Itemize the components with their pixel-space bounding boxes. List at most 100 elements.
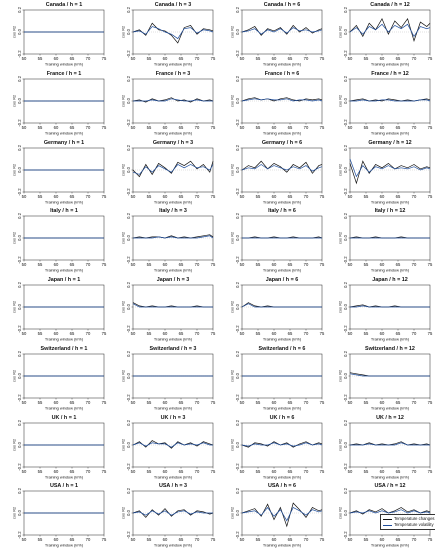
series-line-temperature-changes bbox=[349, 18, 431, 42]
panel-plot-germany-h3: Germany / h = 3 -0.2 0.0 0.2 50 55 60 65 70 75 Tra… bbox=[120, 140, 215, 204]
y-tick-label: -0.2 bbox=[343, 256, 348, 264]
y-tick-label: 0.0 bbox=[235, 166, 240, 172]
y-tick-label: 0.0 bbox=[17, 303, 22, 309]
x-tick-label: 75 bbox=[428, 400, 433, 405]
panel-title: Germany / h = 12 bbox=[369, 140, 412, 146]
y-tick-label: -0.2 bbox=[235, 187, 240, 195]
panel-usa-h12: USA / h = 12 -0.2 0.0 0.2 50 55 60 65 70 75 Traini… bbox=[326, 481, 435, 550]
x-tick-label: 55 bbox=[38, 56, 43, 61]
series-line-temperature-volatility bbox=[132, 303, 213, 308]
y-tick-label: 0.2 bbox=[126, 350, 131, 356]
x-tick-label: 65 bbox=[287, 56, 292, 61]
panel-usa-h6: USA / h = 6 -0.2 0.0 0.2 50 55 60 65 70 75 Trainin… bbox=[218, 481, 327, 550]
series-line-temperature-volatility bbox=[241, 27, 322, 35]
x-tick-label: 60 bbox=[271, 193, 276, 198]
x-tick-label: 75 bbox=[210, 331, 215, 336]
x-tick-label: 55 bbox=[255, 537, 260, 542]
x-tick-label: 70 bbox=[412, 400, 417, 405]
x-axis-label: Training window (in%) bbox=[371, 130, 410, 135]
x-tick-label: 55 bbox=[364, 56, 369, 61]
y-tick-label: 0.2 bbox=[343, 213, 348, 219]
panel-title: Germany / h = 3 bbox=[153, 140, 193, 146]
x-tick-label: 60 bbox=[380, 537, 385, 542]
x-tick-label: 50 bbox=[348, 331, 353, 336]
x-tick-label: 55 bbox=[364, 331, 369, 336]
panel-germany-h1: Germany / h = 1 -0.2 0.0 0.2 50 55 60 65 70 75 Tra… bbox=[0, 138, 109, 207]
y-axis-label: cos R2 bbox=[12, 370, 17, 382]
x-tick-label: 60 bbox=[380, 56, 385, 61]
y-tick-label: 0.2 bbox=[17, 144, 22, 150]
y-tick-label: 0.2 bbox=[235, 6, 240, 12]
y-tick-label: 0.0 bbox=[235, 303, 240, 309]
x-axis-label: Training window (in%) bbox=[45, 405, 84, 410]
x-tick-label: 65 bbox=[178, 331, 183, 336]
panel-plot-canada-h6: Canada / h = 6 -0.2 0.0 0.2 50 55 60 65 70 75 Trai… bbox=[229, 2, 324, 66]
x-axis-label: Training window (in%) bbox=[262, 268, 301, 273]
x-tick-label: 70 bbox=[194, 468, 199, 473]
y-axis-label: cos R2 bbox=[120, 438, 125, 450]
y-tick-label: 0.2 bbox=[17, 281, 22, 287]
series-line-temperature-volatility bbox=[241, 163, 322, 172]
panel-title: UK / h = 12 bbox=[376, 415, 404, 421]
panel-italy-h3: Italy / h = 3 -0.2 0.0 0.2 50 55 60 65 70 75 Train… bbox=[109, 206, 218, 275]
x-tick-label: 75 bbox=[428, 193, 433, 198]
panel-plot-uk-h6: UK / h = 6 -0.2 0.0 0.2 50 55 60 65 70 75 Training… bbox=[229, 415, 324, 479]
x-tick-label: 65 bbox=[70, 331, 75, 336]
panel-plot-usa-h12: USA / h = 12 -0.2 0.0 0.2 50 55 60 65 70 75 Traini… bbox=[338, 483, 433, 547]
x-axis-label: Training window (in%) bbox=[262, 405, 301, 410]
panel-plot-canada-h1: Canada / h = 1 -0.2 0.0 0.2 50 55 60 65 70 75 Trai… bbox=[12, 2, 107, 66]
y-tick-label: 0.0 bbox=[343, 166, 348, 172]
x-tick-label: 75 bbox=[319, 400, 324, 405]
x-tick-label: 60 bbox=[271, 400, 276, 405]
y-tick-label: -0.2 bbox=[17, 393, 22, 401]
x-tick-label: 75 bbox=[210, 537, 215, 542]
panel-plot-germany-h6: Germany / h = 6 -0.2 0.0 0.2 50 55 60 65 70 75 Tra… bbox=[229, 140, 324, 204]
y-tick-label: -0.2 bbox=[343, 325, 348, 333]
x-tick-label: 60 bbox=[162, 400, 167, 405]
x-tick-label: 65 bbox=[70, 400, 75, 405]
x-tick-label: 75 bbox=[102, 537, 107, 542]
y-axis-label: cos R2 bbox=[12, 438, 17, 450]
x-tick-label: 60 bbox=[380, 331, 385, 336]
x-axis-label: Training window (in%) bbox=[154, 130, 193, 135]
x-tick-label: 70 bbox=[303, 193, 308, 198]
panel-title: Germany / h = 6 bbox=[261, 140, 301, 146]
panel-canada-h1: Canada / h = 1 -0.2 0.0 0.2 50 55 60 65 70 75 Trai… bbox=[0, 0, 109, 69]
panel-switzerland-h12: Switzerland / h = 12 -0.2 0.0 0.2 50 55 60 65 70… bbox=[326, 344, 435, 413]
panel-plot-japan-h1: Japan / h = 1 -0.2 0.0 0.2 50 55 60 65 70 75 Train… bbox=[12, 277, 107, 341]
x-tick-label: 50 bbox=[130, 193, 135, 198]
y-tick-label: -0.2 bbox=[17, 462, 22, 470]
y-tick-label: -0.2 bbox=[17, 325, 22, 333]
legend-entry-changes: Temperature changes bbox=[383, 516, 435, 522]
y-tick-label: 0.0 bbox=[17, 235, 22, 241]
x-tick-label: 70 bbox=[194, 331, 199, 336]
x-tick-label: 65 bbox=[70, 56, 75, 61]
x-tick-label: 75 bbox=[210, 468, 215, 473]
y-tick-label: 0.2 bbox=[343, 144, 348, 150]
y-tick-label: 0.2 bbox=[235, 350, 240, 356]
y-tick-label: 0.0 bbox=[126, 303, 131, 309]
x-tick-label: 65 bbox=[70, 262, 75, 267]
x-tick-label: 70 bbox=[86, 262, 91, 267]
panel-title: Switzerland / h = 3 bbox=[149, 346, 196, 352]
y-axis-label: cos R2 bbox=[229, 163, 234, 175]
x-tick-label: 75 bbox=[319, 331, 324, 336]
x-tick-label: 60 bbox=[271, 331, 276, 336]
panel-title: UK / h = 3 bbox=[160, 415, 185, 421]
y-tick-label: 0.0 bbox=[126, 97, 131, 103]
x-tick-label: 55 bbox=[255, 56, 260, 61]
y-tick-label: 0.0 bbox=[235, 441, 240, 447]
y-tick-label: 0.0 bbox=[126, 28, 131, 34]
x-tick-label: 55 bbox=[255, 125, 260, 130]
y-axis-label: cos R2 bbox=[229, 438, 234, 450]
y-tick-label: 0.2 bbox=[17, 488, 22, 494]
panel-switzerland-h1: Switzerland / h = 1 -0.2 0.0 0.2 50 55 60 65 70 7… bbox=[0, 344, 109, 413]
panel-title: France / h = 1 bbox=[47, 71, 82, 77]
y-tick-label: 0.2 bbox=[343, 419, 348, 425]
x-tick-label: 60 bbox=[271, 56, 276, 61]
chart-legend: Temperature changes Temperature volatili… bbox=[380, 514, 435, 530]
x-tick-label: 75 bbox=[210, 400, 215, 405]
y-tick-label: 0.2 bbox=[126, 75, 131, 81]
x-tick-label: 75 bbox=[428, 262, 433, 267]
x-tick-label: 75 bbox=[210, 125, 215, 130]
